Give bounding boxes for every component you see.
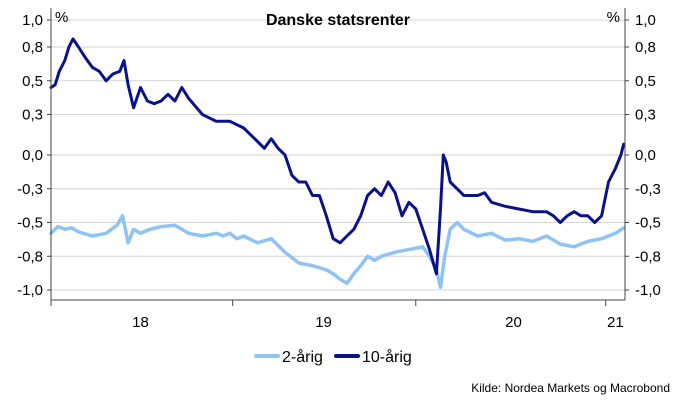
y-tick-label-right: 1,0 <box>635 12 656 29</box>
chart-title: Danske statsrenter <box>266 12 410 29</box>
y-tick-label-right: 0,8 <box>635 39 656 56</box>
y-tick-label-left: -1,0 <box>17 282 43 299</box>
y-tick-label-left: 0,3 <box>22 107 43 124</box>
y-tick-label-right: 0,5 <box>635 73 656 90</box>
y-tick-label-left: -0,5 <box>17 215 43 232</box>
y-tick-label-right: 0,3 <box>635 107 656 124</box>
y-tick-label-right: -0,5 <box>635 215 661 232</box>
x-tick-label: 20 <box>505 314 522 331</box>
legend: 2-årig 10-årig <box>254 348 412 366</box>
y-tick-label-right: 0,0 <box>635 147 656 164</box>
y-tick-label-left: -0,3 <box>17 181 43 198</box>
y-tick-label-left: 0,8 <box>22 39 43 56</box>
x-tick-label: 19 <box>315 314 332 331</box>
grid-lines <box>51 19 625 291</box>
series-line-2y <box>49 214 626 290</box>
source-note: Kilde: Nordea Markets og Macrobond <box>471 381 670 395</box>
y-tick-label-right: -0,3 <box>635 181 661 198</box>
series-lines <box>49 37 626 290</box>
x-axis: 18 19 20 21 <box>50 300 624 331</box>
y-tick-label-left: 1,0 <box>22 12 43 29</box>
unit-label-right: % <box>607 9 620 26</box>
series-line-10y <box>49 37 626 276</box>
y-tick-label-right: -1,0 <box>635 282 661 299</box>
legend-label: 2-årig <box>282 348 323 366</box>
y-axis-right: 1,0 0,8 0,5 0,3 0,0 -0,3 -0,5 -0,8 -1,0 <box>625 12 661 299</box>
x-tick-label: 18 <box>132 314 149 331</box>
unit-label-left: % <box>55 9 68 26</box>
y-axis-left: 1,0 0,8 0,5 0,3 0,0 -0,3 -0,5 -0,8 -1,0 <box>17 12 51 299</box>
x-tick-label: 21 <box>607 314 624 331</box>
y-tick-label-right: -0,8 <box>635 248 661 265</box>
y-tick-label-left: -0,8 <box>17 248 43 265</box>
y-tick-label-left: 0,5 <box>22 73 43 90</box>
y-tick-label-left: 0,0 <box>22 147 43 164</box>
legend-label: 10-årig <box>362 348 412 366</box>
